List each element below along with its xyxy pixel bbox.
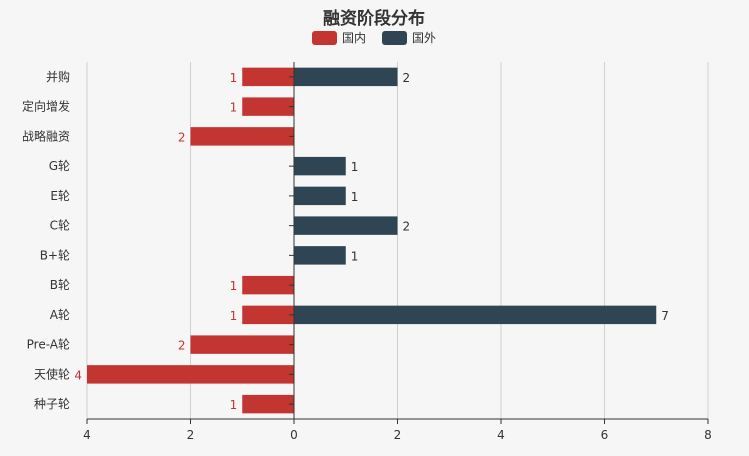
y-tick-label: 并购 xyxy=(46,69,70,84)
bar[interactable] xyxy=(294,246,346,265)
y-tick-label: 战略融资 xyxy=(22,128,70,143)
data-label: 4 xyxy=(74,368,82,382)
bar[interactable] xyxy=(294,186,346,206)
bar[interactable] xyxy=(190,127,295,146)
y-tick-label: B+轮 xyxy=(40,248,70,262)
bar[interactable] xyxy=(242,97,294,116)
bar[interactable] xyxy=(294,305,657,325)
legend-label[interactable]: 国内 xyxy=(342,31,366,45)
x-tick-label: 2 xyxy=(394,428,402,442)
legend-swatch[interactable] xyxy=(312,31,337,45)
y-tick-label: 种子轮 xyxy=(34,397,70,411)
data-label: 1 xyxy=(230,101,238,115)
legend-label[interactable]: 国外 xyxy=(412,31,436,45)
bar[interactable] xyxy=(242,67,294,87)
data-label: 1 xyxy=(230,398,238,412)
x-tick-label: 8 xyxy=(704,428,712,442)
legend-swatch[interactable] xyxy=(382,31,407,45)
y-tick-label: 定向增发 xyxy=(22,99,70,114)
bar[interactable] xyxy=(242,394,294,414)
data-label: 1 xyxy=(230,309,238,323)
grid-lines xyxy=(86,62,709,419)
x-tick-label: 4 xyxy=(83,428,91,442)
data-label: 1 xyxy=(351,190,359,204)
axes: 4 2 0 2 4 6 8 种子轮 天使轮 Pre-A轮 A轮 B轮 B+轮 C轮 E轮 G轮 战略融资 定向增发… xyxy=(22,62,712,442)
bar[interactable] xyxy=(87,365,294,384)
data-label: 2 xyxy=(178,130,186,144)
data-label: 1 xyxy=(230,279,238,293)
chart-title: 融资阶段分布 xyxy=(323,8,425,29)
bars: 1 4 2 1 7 1 1 2 1 1 2 1 1 2 xyxy=(74,67,669,414)
data-label: 2 xyxy=(403,71,411,85)
y-tick-label: B轮 xyxy=(50,278,70,292)
bar[interactable] xyxy=(294,67,398,87)
bar[interactable] xyxy=(242,275,294,295)
bar[interactable] xyxy=(242,305,294,325)
y-tick-label: G轮 xyxy=(49,159,70,173)
data-label: 1 xyxy=(351,249,359,263)
bar[interactable] xyxy=(294,156,346,176)
x-tick-label: 4 xyxy=(497,428,505,442)
x-tick-label: 2 xyxy=(187,428,195,442)
y-tick-label: 天使轮 xyxy=(34,366,70,381)
y-tick-label: C轮 xyxy=(50,219,70,233)
y-tick-label: Pre-A轮 xyxy=(27,338,70,352)
x-tick-label: 6 xyxy=(601,428,609,442)
bar[interactable] xyxy=(294,216,398,235)
data-label: 2 xyxy=(178,339,186,353)
data-label: 1 xyxy=(351,160,359,174)
x-tick-label: 0 xyxy=(290,428,298,442)
y-tick-label: E轮 xyxy=(50,189,70,203)
legend[interactable]: 国内 国外 xyxy=(312,31,436,45)
bar[interactable] xyxy=(190,335,295,354)
data-label: 1 xyxy=(230,71,238,85)
data-label: 7 xyxy=(661,309,669,323)
y-tick-label: A轮 xyxy=(50,308,70,322)
data-label: 2 xyxy=(403,220,411,234)
